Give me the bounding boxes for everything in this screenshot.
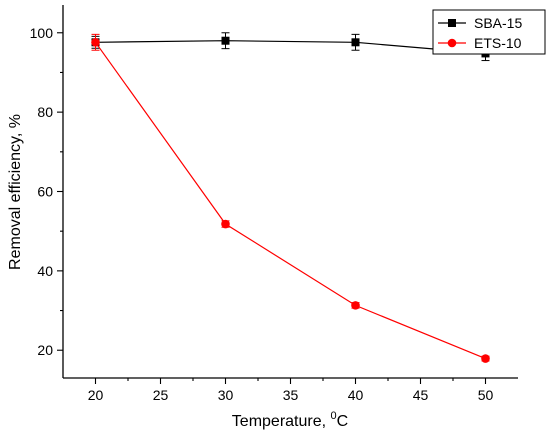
x-tick-label: 30	[218, 387, 234, 403]
x-tick-label: 45	[413, 387, 429, 403]
x-tick-label: 40	[348, 387, 364, 403]
legend-label: ETS-10	[474, 35, 522, 51]
data-point	[221, 36, 230, 45]
plot-frame	[62, 5, 518, 379]
legend-marker	[448, 19, 456, 27]
y-tick-label: 20	[37, 342, 53, 358]
y-tick-label: 80	[37, 104, 53, 120]
data-point	[91, 38, 100, 47]
series-line	[95, 40, 486, 54]
x-tick-label: 50	[478, 387, 494, 403]
series-ets-10	[91, 33, 490, 363]
y-axis-title: Removal efficiency, %	[7, 114, 24, 270]
data-point	[221, 219, 230, 229]
series-sba-15	[91, 32, 490, 62]
legend: SBA-15 ETS-10	[432, 9, 546, 55]
legend-marker	[447, 38, 457, 48]
y-tick-label: 60	[37, 184, 53, 200]
y-tick-label: 100	[30, 25, 54, 41]
x-tick-label: 35	[283, 387, 299, 403]
x-tick-label: 25	[153, 387, 169, 403]
x-ticks: 20 25 30 35 40 45 50	[88, 378, 494, 403]
data-point	[351, 38, 360, 47]
y-ticks: 20 40 60 80 100	[30, 25, 63, 358]
data-point	[351, 301, 360, 310]
x-axis-title: Temperature, 0C	[232, 410, 348, 430]
y-tick-label: 40	[37, 263, 53, 279]
data-point	[481, 354, 490, 363]
series-line	[95, 41, 486, 360]
x-tick-label: 20	[88, 387, 104, 403]
series-layer	[91, 32, 490, 363]
legend-label: SBA-15	[474, 15, 522, 31]
